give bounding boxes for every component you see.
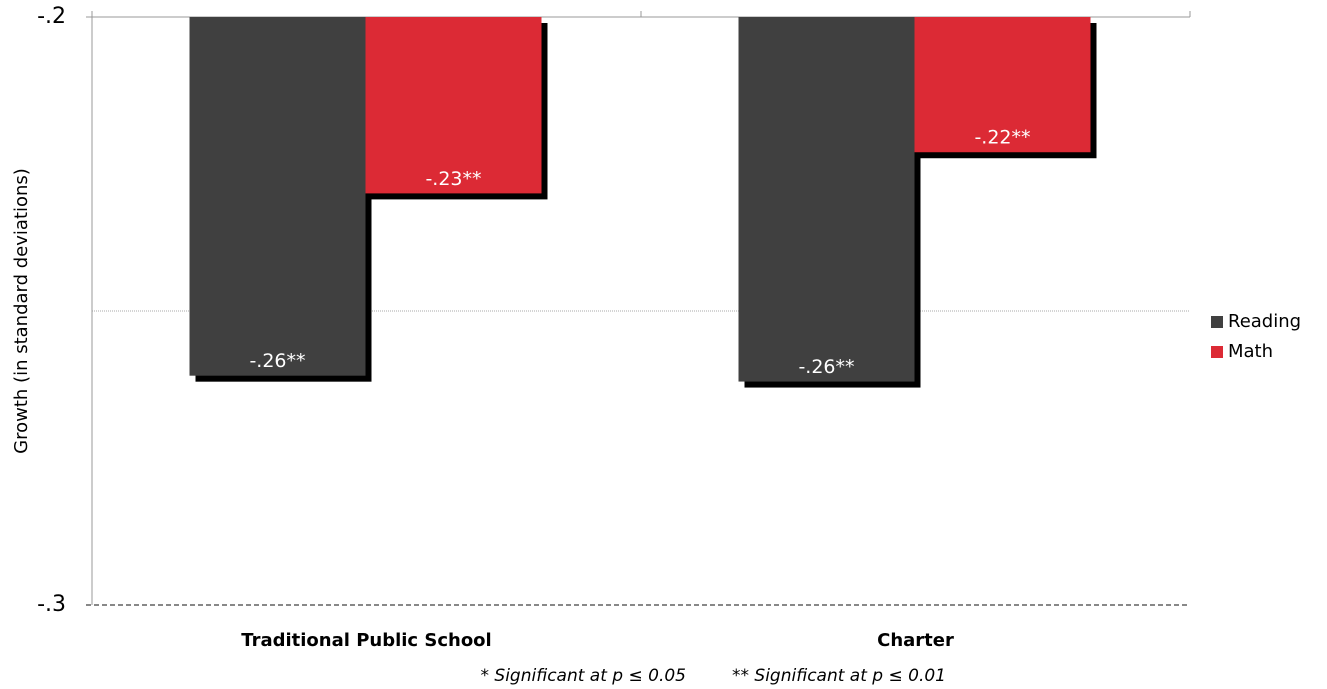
x-tick-label: Traditional Public School bbox=[241, 630, 491, 651]
value-label: -.26** bbox=[798, 356, 854, 378]
footnote: * Significant at p ≤ 0.05 bbox=[481, 666, 686, 686]
footnote: ** Significant at p ≤ 0.01 bbox=[732, 666, 946, 686]
value-label: -.23** bbox=[425, 168, 481, 190]
legend-label: Reading bbox=[1228, 311, 1301, 332]
bar bbox=[914, 17, 1091, 153]
y-axis-label: Growth (in standard deviations) bbox=[11, 168, 32, 454]
value-label: -.26** bbox=[249, 350, 305, 372]
value-label: -.22** bbox=[974, 127, 1030, 149]
bar bbox=[189, 17, 366, 376]
legend-swatch bbox=[1211, 346, 1223, 358]
legend-label: Math bbox=[1228, 341, 1273, 362]
y-tick-label: -.3 bbox=[37, 592, 66, 617]
x-tick-label: Charter bbox=[877, 630, 954, 651]
bar bbox=[365, 17, 542, 194]
legend-swatch bbox=[1211, 316, 1223, 328]
y-tick-label: -.2 bbox=[37, 4, 66, 29]
bar bbox=[738, 17, 915, 382]
